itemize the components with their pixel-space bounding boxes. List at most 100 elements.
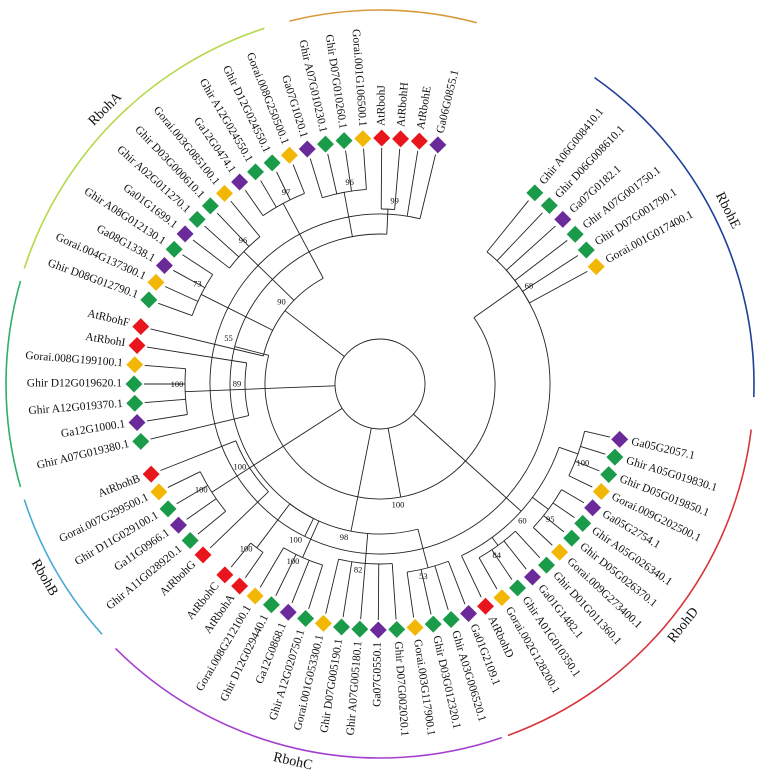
branch-segment [309,158,323,198]
branch-segment [420,569,432,615]
branch-segment [192,239,230,269]
branch-segment [302,520,320,558]
species-marker [566,225,584,243]
branch-segment [406,571,415,618]
leaf-label: Ghir A12G019370.1 [28,398,123,417]
bootstrap-value: 84 [493,550,502,560]
branch-segment [325,559,340,614]
branch-segment [461,555,482,598]
species-marker [194,546,212,564]
species-marker [231,577,249,595]
bootstrap-value: 98 [340,532,349,542]
branch-segment [167,471,201,488]
branch-segment [204,225,240,258]
branch-segment [364,533,369,564]
branch-segment [559,446,579,455]
species-marker [126,394,144,412]
leaf-label: Ghir D07G005190.1 [318,638,345,734]
branch-segment [363,148,367,190]
branch-segment [491,537,499,546]
species-marker [369,621,387,639]
branch-segment [515,530,541,559]
bootstrap-value: 90 [277,296,286,306]
leaf-label: Ga07G0550.1 [371,642,383,707]
branch-segment [230,542,252,568]
branch-arc [461,447,560,557]
branch-segment [473,285,520,318]
species-marker [351,620,369,638]
tree-branches [144,148,611,620]
species-marker [216,184,234,202]
species-marker [392,130,410,148]
species-marker [246,587,264,605]
leaf-label: AtRbohF [86,308,130,330]
subfamily-arc [507,429,753,737]
species-marker [128,337,146,355]
species-marker [424,615,442,633]
subfamily-arc [114,647,503,759]
branch-segment [282,203,324,279]
species-marker [354,130,372,148]
branch-segment [417,529,429,568]
branch-segment [245,385,336,390]
species-marker [317,135,334,153]
branch-segment [284,310,345,357]
branch-segment [244,189,264,216]
branch-segment [144,398,186,403]
leaf-label: Ghir A07G005180.1 [345,640,365,735]
species-marker [176,225,194,243]
subfamily-arc [5,280,22,488]
bootstrap-labels: 100 55 96 99 100 68 60 100 95 84 98 53 82 100 100 100 10… [171,177,590,581]
species-marker [442,611,460,628]
species-marker [526,184,544,202]
branch-segment [568,475,593,488]
branch-segment [543,515,565,533]
bootstrap-value: 68 [525,280,534,290]
leaf-label: Gorai.003G117900.1 [411,638,437,736]
species-marker [297,609,315,627]
bootstrap-value: 95 [546,514,555,524]
species-marker [128,413,146,431]
branch-arc [229,233,387,519]
branch-segment [447,561,466,605]
branch-segment [350,428,372,532]
branch-segment [478,557,498,590]
bootstrap-value: 73 [193,278,202,288]
species-marker [477,597,495,615]
branch-segment [259,547,284,588]
branch-segment [552,502,575,519]
bootstrap-value: 100 [577,458,590,468]
branch-segment [275,554,297,596]
bootstrap-value: 100 [287,556,300,566]
species-marker [523,568,541,586]
species-marker [540,197,558,215]
branch-arc [338,558,393,565]
species-marker [142,465,160,483]
branch-segment [394,148,401,210]
species-marker [584,499,602,517]
subfamily-label: RbohE [712,190,743,231]
bootstrap-value: 100 [392,500,405,510]
bootstrap-value: 96 [345,177,354,187]
branch-segment [532,497,549,510]
leaf-label: Ghir D12G019620.1 [27,378,122,390]
branch-arc [250,542,264,553]
species-marker [538,556,555,574]
branch-arc [209,213,551,555]
bootstrap-value: 100 [171,379,184,389]
branch-segment [529,270,588,304]
branch-segment [186,498,217,520]
leaf-label: AtRbohH [395,82,411,128]
species-marker [406,618,424,636]
branch-segment [406,150,419,217]
branch-segment [160,440,236,471]
branch-segment [486,200,529,253]
bootstrap-value: 60 [518,516,527,526]
branch-segment [434,565,449,611]
species-marker [388,620,406,638]
branch-segment [327,153,338,194]
species-marker [280,146,298,164]
leaf-label: Gorai.008G199100.1 [25,350,124,370]
branch-segment [200,294,273,331]
branch-segment [209,491,269,549]
